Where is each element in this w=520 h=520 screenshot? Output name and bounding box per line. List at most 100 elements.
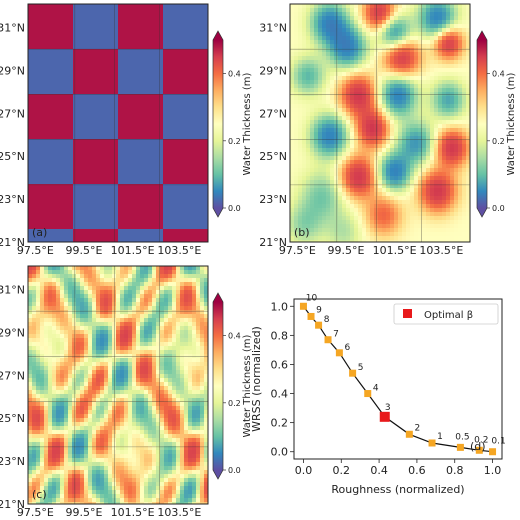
colorbar-tick-label: 0.4 bbox=[492, 70, 505, 79]
lcurve-point-marker bbox=[349, 369, 357, 377]
lcurve-point-marker bbox=[475, 446, 483, 454]
lcurve-point-label: 4 bbox=[373, 384, 379, 394]
y-tick-label: 0.6 bbox=[271, 358, 289, 371]
lat-tick-label: 27°N bbox=[0, 369, 25, 382]
map-gridlines-c bbox=[28, 266, 208, 504]
lat-tick-label: 29°N bbox=[0, 326, 25, 339]
colorbar-extend-top bbox=[213, 31, 223, 40]
colorbar-extend-bottom bbox=[477, 208, 487, 217]
colorbar-outline bbox=[476, 30, 488, 218]
colorbar-label: Water Thickness (m) bbox=[242, 334, 253, 437]
panel-label-d: (d) bbox=[470, 440, 486, 453]
lcurve-point-label: 0.2 bbox=[474, 435, 488, 445]
lat-tick-label: 31°N bbox=[0, 284, 25, 297]
colorbar-outline bbox=[212, 292, 224, 480]
colorbar-extend-top bbox=[477, 31, 487, 40]
water-thickness-field-a bbox=[28, 4, 208, 242]
lat-tick-label: 21°N bbox=[0, 498, 25, 511]
x-tick-label: 0.4 bbox=[370, 464, 388, 477]
lon-tick-label: 99.5°E bbox=[66, 244, 103, 257]
lon-tick-label: 101.5°E bbox=[111, 244, 155, 257]
lat-tick-label: 21°N bbox=[259, 236, 287, 249]
x-axis-label: Roughness (normalized) bbox=[331, 483, 464, 496]
lcurve-point-label: 8 bbox=[324, 315, 330, 325]
y-tick-label: 1.0 bbox=[271, 300, 289, 313]
colorbar-tick-label: 0.2 bbox=[492, 137, 505, 146]
colorbar-gradient bbox=[213, 302, 223, 470]
map-frame-a bbox=[27, 3, 209, 243]
colorbar-gradient bbox=[213, 40, 223, 208]
panel-label-a: (a) bbox=[32, 226, 47, 239]
colorbar-gradient bbox=[477, 40, 487, 208]
lat-ticks-b: 21°N 23°N 25°N 27°N 29°N 31°N bbox=[259, 22, 287, 249]
lcurve-point-marker bbox=[324, 336, 332, 344]
lcurve-point-label: 5 bbox=[358, 363, 364, 373]
lcurve-point-label: 6 bbox=[345, 343, 351, 353]
lcurve-point-marker bbox=[315, 321, 323, 329]
lon-tick-label: 99.5°E bbox=[66, 506, 103, 519]
lcurve-point-marker bbox=[299, 302, 307, 310]
lcurve-point-marker bbox=[405, 430, 413, 438]
lat-tick-label: 31°N bbox=[0, 22, 25, 35]
colorbar-tick-label: 0.4 bbox=[228, 70, 241, 79]
lcurve-frame bbox=[293, 298, 503, 460]
lon-tick-label: 97.5°E bbox=[17, 506, 54, 519]
y-tick-label: 0.8 bbox=[271, 329, 289, 342]
optimal-point-marker bbox=[379, 411, 390, 422]
lcurve-point-label: 10 bbox=[306, 293, 318, 303]
legend-entry: Optimal β bbox=[424, 310, 473, 321]
lat-tick-label: 23°N bbox=[0, 455, 25, 468]
colorbar-extend-bottom bbox=[213, 208, 223, 217]
lon-ticks-a: 97.5°E 99.5°E 101.5°E 103.5°E bbox=[17, 244, 201, 257]
lcurve-point-marker bbox=[428, 439, 436, 447]
panel-label-c: (c) bbox=[32, 488, 47, 501]
lat-tick-label: 27°N bbox=[0, 107, 25, 120]
colorbar-outline bbox=[212, 30, 224, 218]
lat-tick-label: 25°N bbox=[0, 150, 25, 163]
lon-tick-label: 101.5°E bbox=[373, 244, 417, 257]
x-tick-label: 0.2 bbox=[333, 464, 351, 477]
colorbar-extend-bottom bbox=[213, 470, 223, 479]
lon-ticks-c: 97.5°E 99.5°E 101.5°E 103.5°E bbox=[17, 506, 201, 519]
lon-tick-label: 99.5°E bbox=[328, 244, 365, 257]
colorbar-tick-label: 0.0 bbox=[492, 204, 505, 213]
map-gridlines-b bbox=[290, 4, 470, 242]
colorbar-tick-label: 0.2 bbox=[228, 399, 241, 408]
y-tick-label: 0.2 bbox=[271, 417, 289, 430]
colorbar-tick-label: 0.4 bbox=[228, 332, 241, 341]
lat-tick-label: 25°N bbox=[0, 412, 25, 425]
colorbar-tick-label: 0.0 bbox=[228, 204, 241, 213]
colorbar-b: 0.0 0.2 0.4 Water Thickness (m) bbox=[476, 30, 517, 218]
lat-ticks-a: 21°N 23°N 25°N 27°N 29°N 31°N bbox=[0, 22, 25, 249]
map-frame-c bbox=[27, 265, 209, 505]
water-thickness-field-c bbox=[28, 266, 208, 504]
lcurve-point-label: 9 bbox=[316, 305, 322, 315]
lat-tick-label: 29°N bbox=[259, 64, 287, 77]
map-panel-c: (c) 21°N 23°N 25°N 27°N 29°N 31°N 97.5°E 99.5°… bbox=[0, 265, 253, 519]
water-thickness-field-b bbox=[290, 4, 470, 242]
lon-tick-label: 103.5°E bbox=[157, 506, 201, 519]
lat-tick-label: 23°N bbox=[259, 193, 287, 206]
y-tick-label: 0.4 bbox=[271, 388, 289, 401]
map-gridlines-a bbox=[28, 4, 208, 242]
x-tick-label: 1.0 bbox=[484, 464, 502, 477]
lcurve-point-marker bbox=[335, 349, 343, 357]
lon-tick-label: 97.5°E bbox=[17, 244, 54, 257]
lcurve-panel-d: 0.0 0.2 0.4 0.6 0.8 1.0 0.0 0.2 0.4 0.6 0.8 1.0 10 9… bbox=[250, 293, 506, 496]
x-tick-label: 0.8 bbox=[446, 464, 464, 477]
lcurve-point-marker bbox=[307, 312, 315, 320]
lat-tick-label: 29°N bbox=[0, 64, 25, 77]
y-axis-label: WRSS (normalized) bbox=[250, 326, 263, 432]
lcurve-point-label: 0.1 bbox=[491, 437, 505, 447]
lcurve-ticks: 0.0 0.2 0.4 0.6 0.8 1.0 0.0 0.2 0.4 0.6 0.8 1.0 bbox=[271, 300, 502, 477]
map-frame-b bbox=[289, 3, 471, 243]
lat-tick-label: 25°N bbox=[259, 150, 287, 163]
lat-tick-label: 31°N bbox=[259, 22, 287, 35]
x-tick-label: 0.0 bbox=[295, 464, 313, 477]
colorbar-c: 0.0 0.2 0.4 Water Thickness (m) bbox=[212, 292, 253, 480]
lcurve-point-marker bbox=[456, 443, 464, 451]
legend-marker bbox=[403, 309, 412, 318]
lat-tick-label: 21°N bbox=[0, 236, 25, 249]
